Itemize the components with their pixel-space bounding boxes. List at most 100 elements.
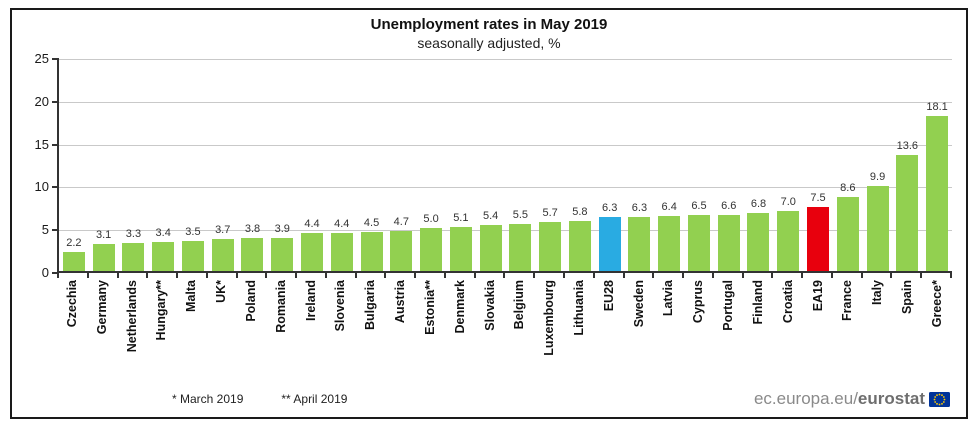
x-tick [505, 273, 536, 278]
bar-slot-bulgaria: 4.5 [357, 59, 387, 271]
y-tick-label-0: 0 [41, 265, 49, 280]
y-tick-mark-25 [52, 58, 59, 60]
y-tick-mark-5 [52, 229, 59, 232]
bar-value-label: 3.8 [244, 223, 261, 236]
bar-austria [390, 230, 413, 271]
bar-italy [866, 186, 889, 271]
x-tick [446, 273, 476, 278]
bar-romania [271, 237, 294, 271]
gridline-20 [59, 101, 952, 103]
gridline-10 [59, 187, 952, 189]
x-label-malta: Malta [184, 280, 199, 312]
bar-slot-slovenia: 4.4 [327, 59, 357, 271]
source-url-bold: eurostat [857, 389, 925, 408]
bar-slot-malta: 3.5 [178, 59, 208, 271]
x-label-lithuania: Lithuania [571, 280, 586, 336]
bar-slot-spain: 13.6 [892, 59, 922, 271]
bar-lithuania [568, 221, 591, 271]
bar-slovenia [330, 233, 353, 271]
bar-value-label: 5.1 [453, 212, 469, 225]
x-tick [803, 273, 833, 278]
x-tick [238, 273, 268, 278]
bar-value-label: 7.5 [810, 191, 826, 204]
footnote-april: ** April 2019 [281, 392, 348, 406]
bar-slot-eu28: 6.3 [595, 59, 625, 271]
x-label-cell: Sweden [624, 280, 654, 388]
bar-cyprus [687, 215, 710, 271]
bar-value-label: 4.4 [334, 218, 350, 231]
x-tick [684, 273, 714, 278]
x-tick [744, 273, 774, 278]
bar-value-label: 3.5 [185, 226, 201, 239]
x-label-cell: EU28 [594, 280, 624, 388]
bar-value-label: 2.2 [66, 237, 82, 250]
y-tick-mark-20 [52, 100, 59, 103]
x-tick [119, 273, 149, 278]
x-label-poland: Poland [243, 280, 258, 322]
bar-greece [926, 116, 949, 271]
bar-czechia [62, 252, 85, 271]
bar-slot-portugal: 6.6 [714, 59, 744, 271]
bar-value-label: 5.8 [572, 206, 588, 219]
x-label-belgium: Belgium [512, 280, 527, 330]
x-label-ea19: EA19 [810, 280, 825, 312]
x-label-sweden: Sweden [631, 280, 646, 328]
bar-value-label: 3.7 [215, 224, 231, 237]
bar-value-label: 5.4 [482, 209, 499, 222]
x-label-cell: Greece* [922, 280, 952, 388]
bar-slot-italy: 9.9 [863, 59, 893, 271]
x-tick [535, 273, 566, 278]
gridline-25 [59, 59, 952, 60]
x-label-cell: Ireland [296, 280, 326, 388]
gridline-15 [59, 144, 952, 146]
x-label-netherlands: Netherlands [124, 280, 139, 353]
bar-portugal [717, 214, 740, 271]
bar-finland [747, 212, 770, 271]
bar-slot-finland: 6.8 [744, 59, 774, 271]
x-label-cell: Italy [862, 280, 892, 388]
bar-slot-germany: 3.1 [89, 59, 119, 271]
x-label-cell: Slovenia [325, 280, 355, 388]
bar-value-label: 3.1 [96, 229, 112, 242]
bar-germany [92, 244, 115, 271]
bar-ea19 [807, 206, 830, 271]
x-label-denmark: Denmark [452, 280, 467, 334]
x-label-finland: Finland [750, 280, 765, 325]
x-tick [863, 273, 893, 278]
bar-value-label: 18.1 [926, 101, 948, 114]
x-tick [208, 273, 238, 278]
bar-slot-ea19: 7.5 [803, 59, 833, 271]
x-label-eu28: EU28 [601, 280, 616, 312]
bar-value-label: 6.4 [661, 201, 677, 214]
x-tick [892, 273, 923, 278]
x-label-uk: UK* [214, 280, 229, 303]
x-label-cell: Romania [266, 280, 296, 388]
x-label-romania: Romania [273, 280, 288, 333]
x-tick [595, 273, 625, 278]
bar-france [836, 197, 859, 271]
bar-slot-lithuania: 5.8 [565, 59, 595, 271]
x-label-spain: Spain [900, 280, 915, 315]
bar-slot-austria: 4.7 [386, 59, 416, 271]
x-tick [416, 273, 446, 278]
x-label-luxembourg: Luxembourg [542, 280, 557, 356]
x-label-cell: Malta [176, 280, 206, 388]
x-label-portugal: Portugal [721, 280, 736, 331]
eu-flag-logo [929, 391, 950, 407]
bar-sweden [628, 217, 651, 271]
x-label-cell: Estonia** [415, 280, 445, 388]
bar-value-label: 8.6 [840, 182, 856, 195]
x-label-cell: Belgium [504, 280, 534, 388]
bar-denmark [449, 227, 472, 271]
x-label-cell: Slovakia [475, 280, 505, 388]
bar-value-label: 7.0 [780, 196, 796, 209]
x-label-cell: EA19 [803, 280, 833, 388]
x-label-estonia: Estonia** [422, 280, 437, 335]
bar-value-label: 5.7 [542, 207, 558, 220]
x-tick [654, 273, 685, 278]
x-label-italy: Italy [870, 280, 885, 306]
bar-slot-greece: 18.1 [922, 59, 952, 271]
bar-value-label: 6.8 [750, 197, 767, 210]
y-tick-mark-15 [52, 143, 59, 146]
bar-slot-ireland: 4.4 [297, 59, 327, 271]
